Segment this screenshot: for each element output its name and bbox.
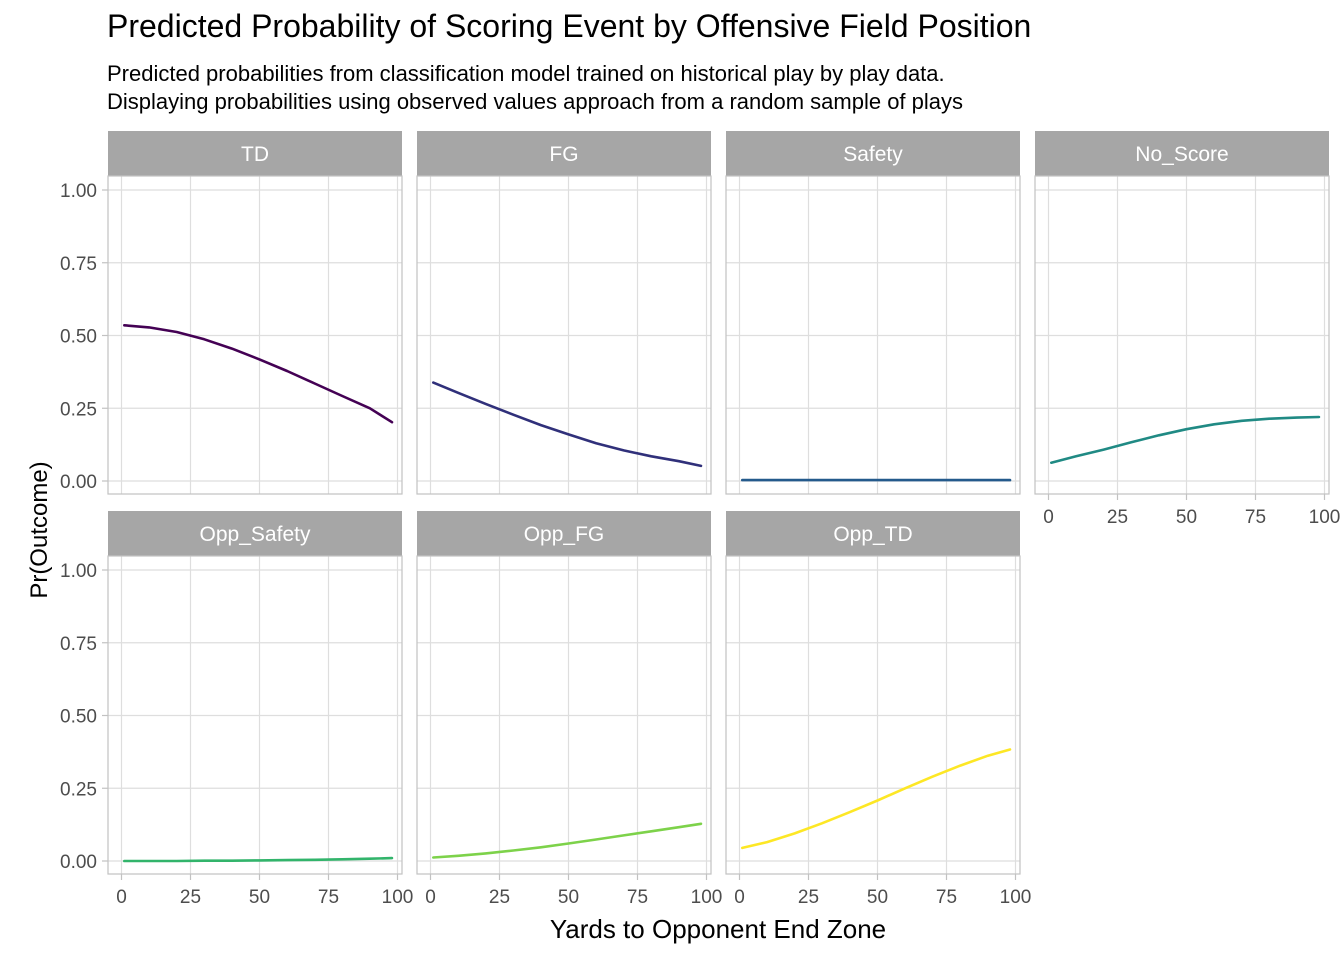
x-tick-label: 75 [936, 887, 957, 908]
facet-strip-label: FG [549, 143, 578, 166]
y-tick-label: 0.50 [60, 327, 97, 348]
panel-border [1034, 175, 1330, 495]
series-line-Opp_TD [741, 748, 1012, 850]
x-tick-label: 100 [691, 887, 723, 908]
x-tick-label: 25 [180, 887, 201, 908]
panel-border [725, 175, 1021, 495]
x-tick-label: 25 [489, 887, 510, 908]
x-tick-label: 100 [1309, 507, 1341, 528]
facet-strip-label: TD [241, 143, 269, 166]
x-tick-label: 0 [734, 887, 745, 908]
facet-strip-label: Opp_TD [833, 523, 912, 546]
facet-strip-label: Opp_Safety [200, 523, 311, 546]
facet-strip-Opp_Safety [108, 511, 402, 556]
y-tick-label: 0.25 [60, 399, 97, 420]
facet-strip-label: No_Score [1135, 143, 1228, 166]
y-tick-label: 0.50 [60, 707, 97, 728]
y-tick-label: 0.75 [60, 634, 97, 655]
subtitle-line-1: Predicted probabilities from classificat… [107, 61, 945, 86]
x-tick-label: 0 [425, 887, 436, 908]
y-tick-label: 1.00 [60, 181, 97, 202]
subtitle-line-2: Displaying probabilities using observed … [107, 89, 964, 114]
facet-strip-label: Safety [843, 143, 903, 166]
x-tick-label: 50 [1176, 507, 1197, 528]
series-line-FG [432, 381, 703, 468]
x-tick-label: 100 [1000, 887, 1032, 908]
x-tick-label: 0 [116, 887, 127, 908]
x-tick-label: 50 [867, 887, 888, 908]
panel-border [416, 175, 712, 495]
facet-strip-Opp_TD [726, 511, 1020, 556]
series-line-No_Score [1050, 415, 1321, 464]
chart-title: Predicted Probability of Scoring Event b… [107, 8, 1032, 44]
facet-strip-label: Opp_FG [524, 523, 605, 546]
x-tick-label: 75 [627, 887, 648, 908]
y-tick-label: 1.00 [60, 561, 97, 582]
series-line-TD [123, 324, 394, 424]
x-tick-label: 0 [1043, 507, 1054, 528]
x-tick-label: 50 [249, 887, 270, 908]
y-tick-label: 0.75 [60, 254, 97, 275]
y-tick-label: 0.25 [60, 779, 97, 800]
chart-subtitle: Predicted probabilities from classificat… [107, 60, 963, 116]
facet-strip-Opp_FG [417, 511, 711, 556]
y-tick-label: 0.00 [60, 852, 97, 873]
facet-strip-TD [108, 131, 402, 176]
panel-border [725, 555, 1021, 875]
facet-strip-No_Score [1035, 131, 1329, 176]
series-line-Opp_FG [432, 822, 703, 859]
x-tick-label: 50 [558, 887, 579, 908]
series-line-Opp_Safety [123, 856, 394, 863]
x-tick-label: 75 [318, 887, 339, 908]
x-tick-label: 25 [798, 887, 819, 908]
x-axis-label: Yards to Opponent End Zone [549, 914, 887, 944]
facet-strip-Safety [726, 131, 1020, 176]
x-tick-label: 75 [1245, 507, 1266, 528]
y-tick-label: 0.00 [60, 472, 97, 493]
facet-strip-FG [417, 131, 711, 176]
x-tick-label: 25 [1107, 507, 1128, 528]
panel-border [416, 555, 712, 875]
x-tick-label: 100 [382, 887, 414, 908]
